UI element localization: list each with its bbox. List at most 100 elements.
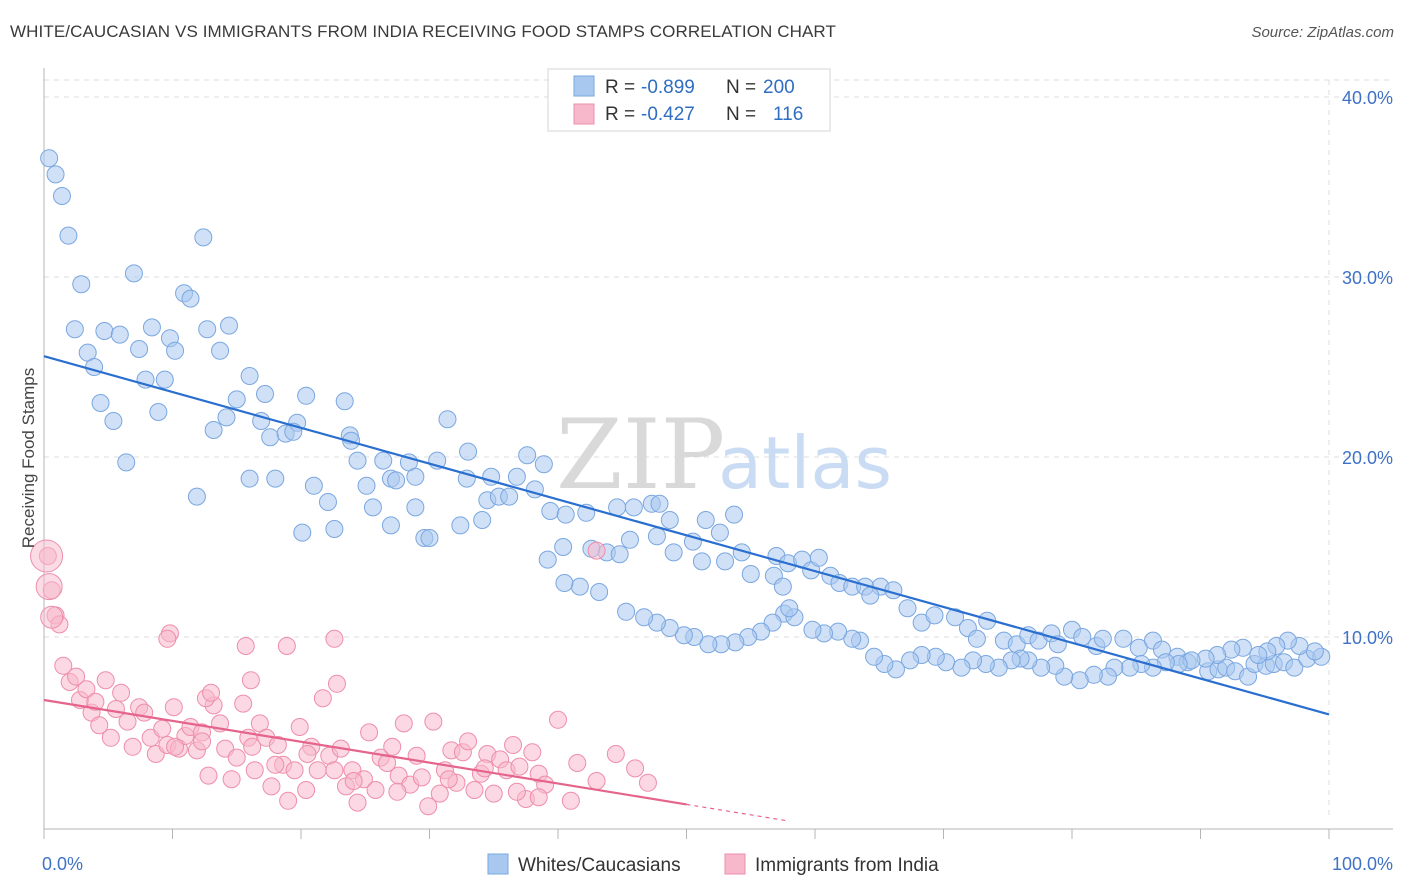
data-point-india	[298, 745, 317, 763]
watermark-atlas: atlas	[718, 421, 892, 505]
data-point-india	[383, 737, 402, 756]
data-point-whites	[699, 635, 718, 654]
data-point-india	[290, 718, 309, 736]
data-point-india	[153, 719, 172, 738]
data-point-india	[638, 773, 657, 792]
data-point-whites	[297, 386, 316, 405]
data-point-whites	[40, 149, 59, 168]
trend-line-india	[43, 698, 687, 806]
data-point-whites	[240, 367, 259, 385]
legend-swatch-whites	[573, 75, 595, 97]
data-point-whites	[692, 552, 711, 571]
data-point-whites	[363, 498, 382, 517]
data-point-whites	[507, 467, 526, 486]
data-point-whites	[318, 493, 337, 511]
data-point-india	[568, 754, 587, 772]
data-point-india-large	[30, 539, 64, 573]
axes	[43, 68, 1393, 839]
data-point-india	[344, 772, 363, 790]
data-point-whites	[72, 275, 91, 294]
data-point-india	[313, 689, 332, 708]
data-point-whites	[861, 586, 880, 605]
trend-line-india-extension	[686, 803, 790, 822]
chart-title: WHITE/CAUCASIAN VS IMMIGRANTS FROM INDIA…	[10, 22, 836, 41]
data-point-india	[245, 761, 264, 780]
data-point-whites	[52, 187, 71, 205]
source-label: Source: ZipAtlas.com	[1251, 24, 1394, 41]
data-point-india	[360, 723, 379, 742]
data-point-whites	[664, 543, 683, 562]
data-point-india	[67, 667, 86, 686]
data-point-whites	[181, 289, 200, 308]
legend-n-value-india: 116	[773, 104, 803, 125]
y-tick-label: 20.0%	[1342, 448, 1393, 468]
data-point-whites	[538, 550, 557, 569]
data-point-india-large	[40, 605, 64, 629]
data-point-whites	[266, 469, 285, 488]
data-point-india	[626, 759, 645, 778]
data-point-india	[77, 680, 96, 699]
watermark-zip: ZIP	[556, 399, 725, 511]
x-tick-labels: 0.0% 100.0%	[42, 854, 1393, 874]
data-point-whites	[696, 511, 715, 529]
data-point-whites	[635, 608, 654, 627]
data-point-whites	[406, 498, 425, 517]
legend-r-value-india: -0.427	[641, 104, 695, 125]
data-point-india	[394, 714, 413, 733]
data-point-india	[308, 761, 327, 780]
data-point-whites	[741, 565, 760, 583]
data-point-india	[504, 736, 523, 754]
data-point-india	[523, 743, 542, 762]
y-tick-label: 40.0%	[1342, 88, 1393, 108]
data-point-whites	[518, 446, 537, 465]
data-point-whites	[110, 325, 129, 344]
data-point-whites	[387, 471, 406, 490]
data-point-whites	[1070, 671, 1089, 690]
data-point-whites	[95, 322, 114, 340]
data-point-whites	[967, 629, 986, 648]
data-point-whites	[555, 574, 574, 592]
bottom-legend-swatch-india	[724, 853, 746, 875]
data-point-whites	[142, 318, 161, 337]
data-point-whites	[710, 523, 729, 542]
data-point-whites	[451, 516, 470, 535]
data-point-india	[86, 692, 105, 711]
data-point-whites	[348, 451, 367, 470]
data-point-whites	[1093, 629, 1112, 648]
x-tick-label: 100.0%	[1332, 854, 1393, 874]
data-point-india	[606, 745, 625, 763]
data-point-whites	[617, 602, 636, 621]
data-point-whites	[406, 467, 425, 486]
data-point-whites	[541, 502, 560, 520]
data-point-whites	[240, 469, 259, 488]
data-point-whites	[124, 264, 143, 283]
data-point-whites	[620, 530, 639, 549]
data-point-india	[412, 768, 431, 787]
data-point-whites	[901, 651, 920, 670]
data-point-whites	[556, 505, 575, 524]
data-point-india	[135, 703, 154, 722]
data-point-whites	[117, 453, 136, 472]
data-point-whites	[624, 498, 643, 517]
data-point-whites	[211, 341, 230, 360]
x-tick-label: 0.0%	[42, 854, 83, 874]
data-point-india	[227, 748, 246, 767]
y-tick-label: 10.0%	[1342, 628, 1393, 648]
data-point-india	[241, 671, 260, 690]
data-point-india	[587, 541, 606, 560]
data-point-whites	[1285, 658, 1304, 677]
legend-swatch-india	[573, 103, 595, 125]
data-point-india	[166, 737, 185, 756]
y-tick-label: 30.0%	[1342, 268, 1393, 288]
data-point-whites	[898, 599, 917, 618]
legend-box	[547, 68, 831, 132]
data-point-india	[222, 770, 241, 789]
data-point-india	[234, 694, 253, 713]
data-point-whites	[570, 577, 589, 596]
data-point-whites	[647, 527, 666, 546]
data-point-india	[297, 781, 316, 799]
data-point-india	[388, 782, 407, 801]
data-point-whites	[325, 520, 344, 538]
data-point-whites	[357, 476, 376, 495]
